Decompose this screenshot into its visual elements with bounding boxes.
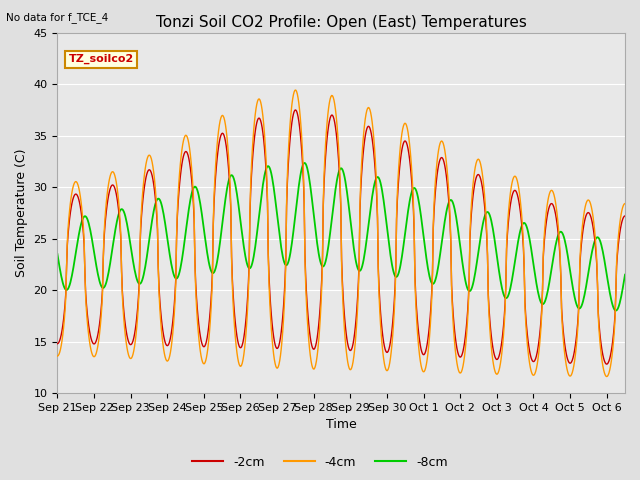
-2cm [296, 131, 304, 137]
Text: No data for f_TCE_4: No data for f_TCE_4 [6, 12, 109, 23]
-4cm [133, 324, 141, 329]
-4cm [292, 87, 300, 93]
-2cm [54, 341, 61, 347]
-8cm [621, 272, 629, 277]
Title: Tonzi Soil CO2 Profile: Open (East) Temperatures: Tonzi Soil CO2 Profile: Open (East) Temp… [156, 15, 527, 30]
Text: TZ_soilco2: TZ_soilco2 [68, 54, 134, 64]
-8cm [54, 251, 61, 257]
-2cm [56, 337, 63, 343]
-4cm [461, 346, 469, 352]
-8cm [476, 244, 483, 250]
-2cm [133, 314, 141, 320]
-8cm [56, 265, 63, 271]
-2cm [292, 107, 300, 113]
-8cm [296, 178, 303, 183]
Line: -2cm: -2cm [58, 110, 625, 364]
Line: -4cm: -4cm [58, 90, 625, 377]
-2cm [461, 334, 469, 339]
Y-axis label: Soil Temperature (C): Soil Temperature (C) [15, 149, 28, 277]
-4cm [318, 285, 326, 290]
X-axis label: Time: Time [326, 419, 356, 432]
-2cm [603, 361, 611, 367]
-4cm [296, 115, 304, 121]
-8cm [133, 276, 141, 282]
-2cm [476, 172, 483, 178]
-8cm [301, 160, 308, 166]
-4cm [476, 157, 483, 163]
-4cm [603, 374, 611, 380]
-8cm [612, 308, 620, 313]
Line: -8cm: -8cm [58, 163, 625, 311]
-4cm [54, 353, 61, 359]
-2cm [318, 276, 326, 282]
-8cm [318, 263, 326, 268]
-4cm [56, 349, 63, 355]
-4cm [621, 201, 629, 206]
Legend: -2cm, -4cm, -8cm: -2cm, -4cm, -8cm [187, 451, 453, 474]
-2cm [621, 213, 629, 219]
-8cm [461, 277, 469, 283]
